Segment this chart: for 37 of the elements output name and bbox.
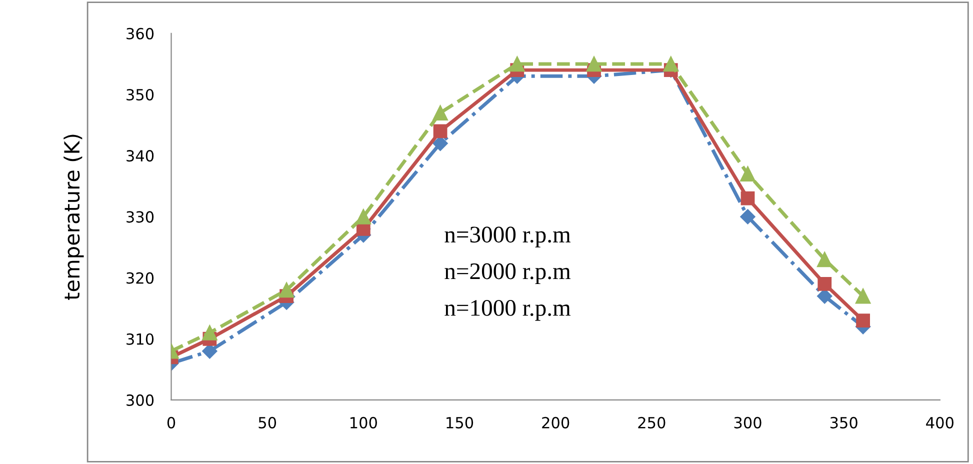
x-tick-label: 300 xyxy=(734,416,762,428)
point xyxy=(202,344,218,359)
point xyxy=(856,314,870,328)
point xyxy=(663,56,679,72)
x-tick-label: 100 xyxy=(350,416,377,428)
point xyxy=(855,288,871,304)
y-tick-label: 310 xyxy=(126,333,154,345)
x-tick-label: 50 xyxy=(258,416,276,428)
point xyxy=(433,124,448,138)
annotation: n=3000 r.p.m xyxy=(444,226,571,248)
x-tick-label: 200 xyxy=(542,416,570,428)
x-tick-label: 350 xyxy=(830,416,858,428)
point xyxy=(740,191,755,206)
point xyxy=(356,209,372,224)
point xyxy=(586,56,602,72)
point xyxy=(817,288,832,304)
x-tick-label: 0 xyxy=(167,416,176,428)
y-axis-title: temperature (K) xyxy=(64,134,84,300)
y-tick-label: 350 xyxy=(126,88,154,101)
y-tick-label: 330 xyxy=(126,211,154,223)
point xyxy=(740,209,756,224)
x-tick-label: 250 xyxy=(638,416,666,428)
y-tick-label: 300 xyxy=(126,394,154,406)
y-tick-label: 360 xyxy=(126,28,154,40)
y-tick-label: 320 xyxy=(126,272,154,284)
annotation: n=1000 r.p.m xyxy=(444,300,571,321)
x-tick-label: 150 xyxy=(446,416,474,428)
point xyxy=(740,166,756,182)
point xyxy=(432,105,448,120)
point xyxy=(816,252,832,268)
point xyxy=(278,282,294,298)
point xyxy=(202,325,218,340)
point xyxy=(818,276,832,291)
point xyxy=(510,56,525,72)
x-tick-label: 400 xyxy=(926,416,954,428)
y-tick-label: 340 xyxy=(126,150,154,162)
annotation: n=2000 r.p.m xyxy=(444,263,571,284)
